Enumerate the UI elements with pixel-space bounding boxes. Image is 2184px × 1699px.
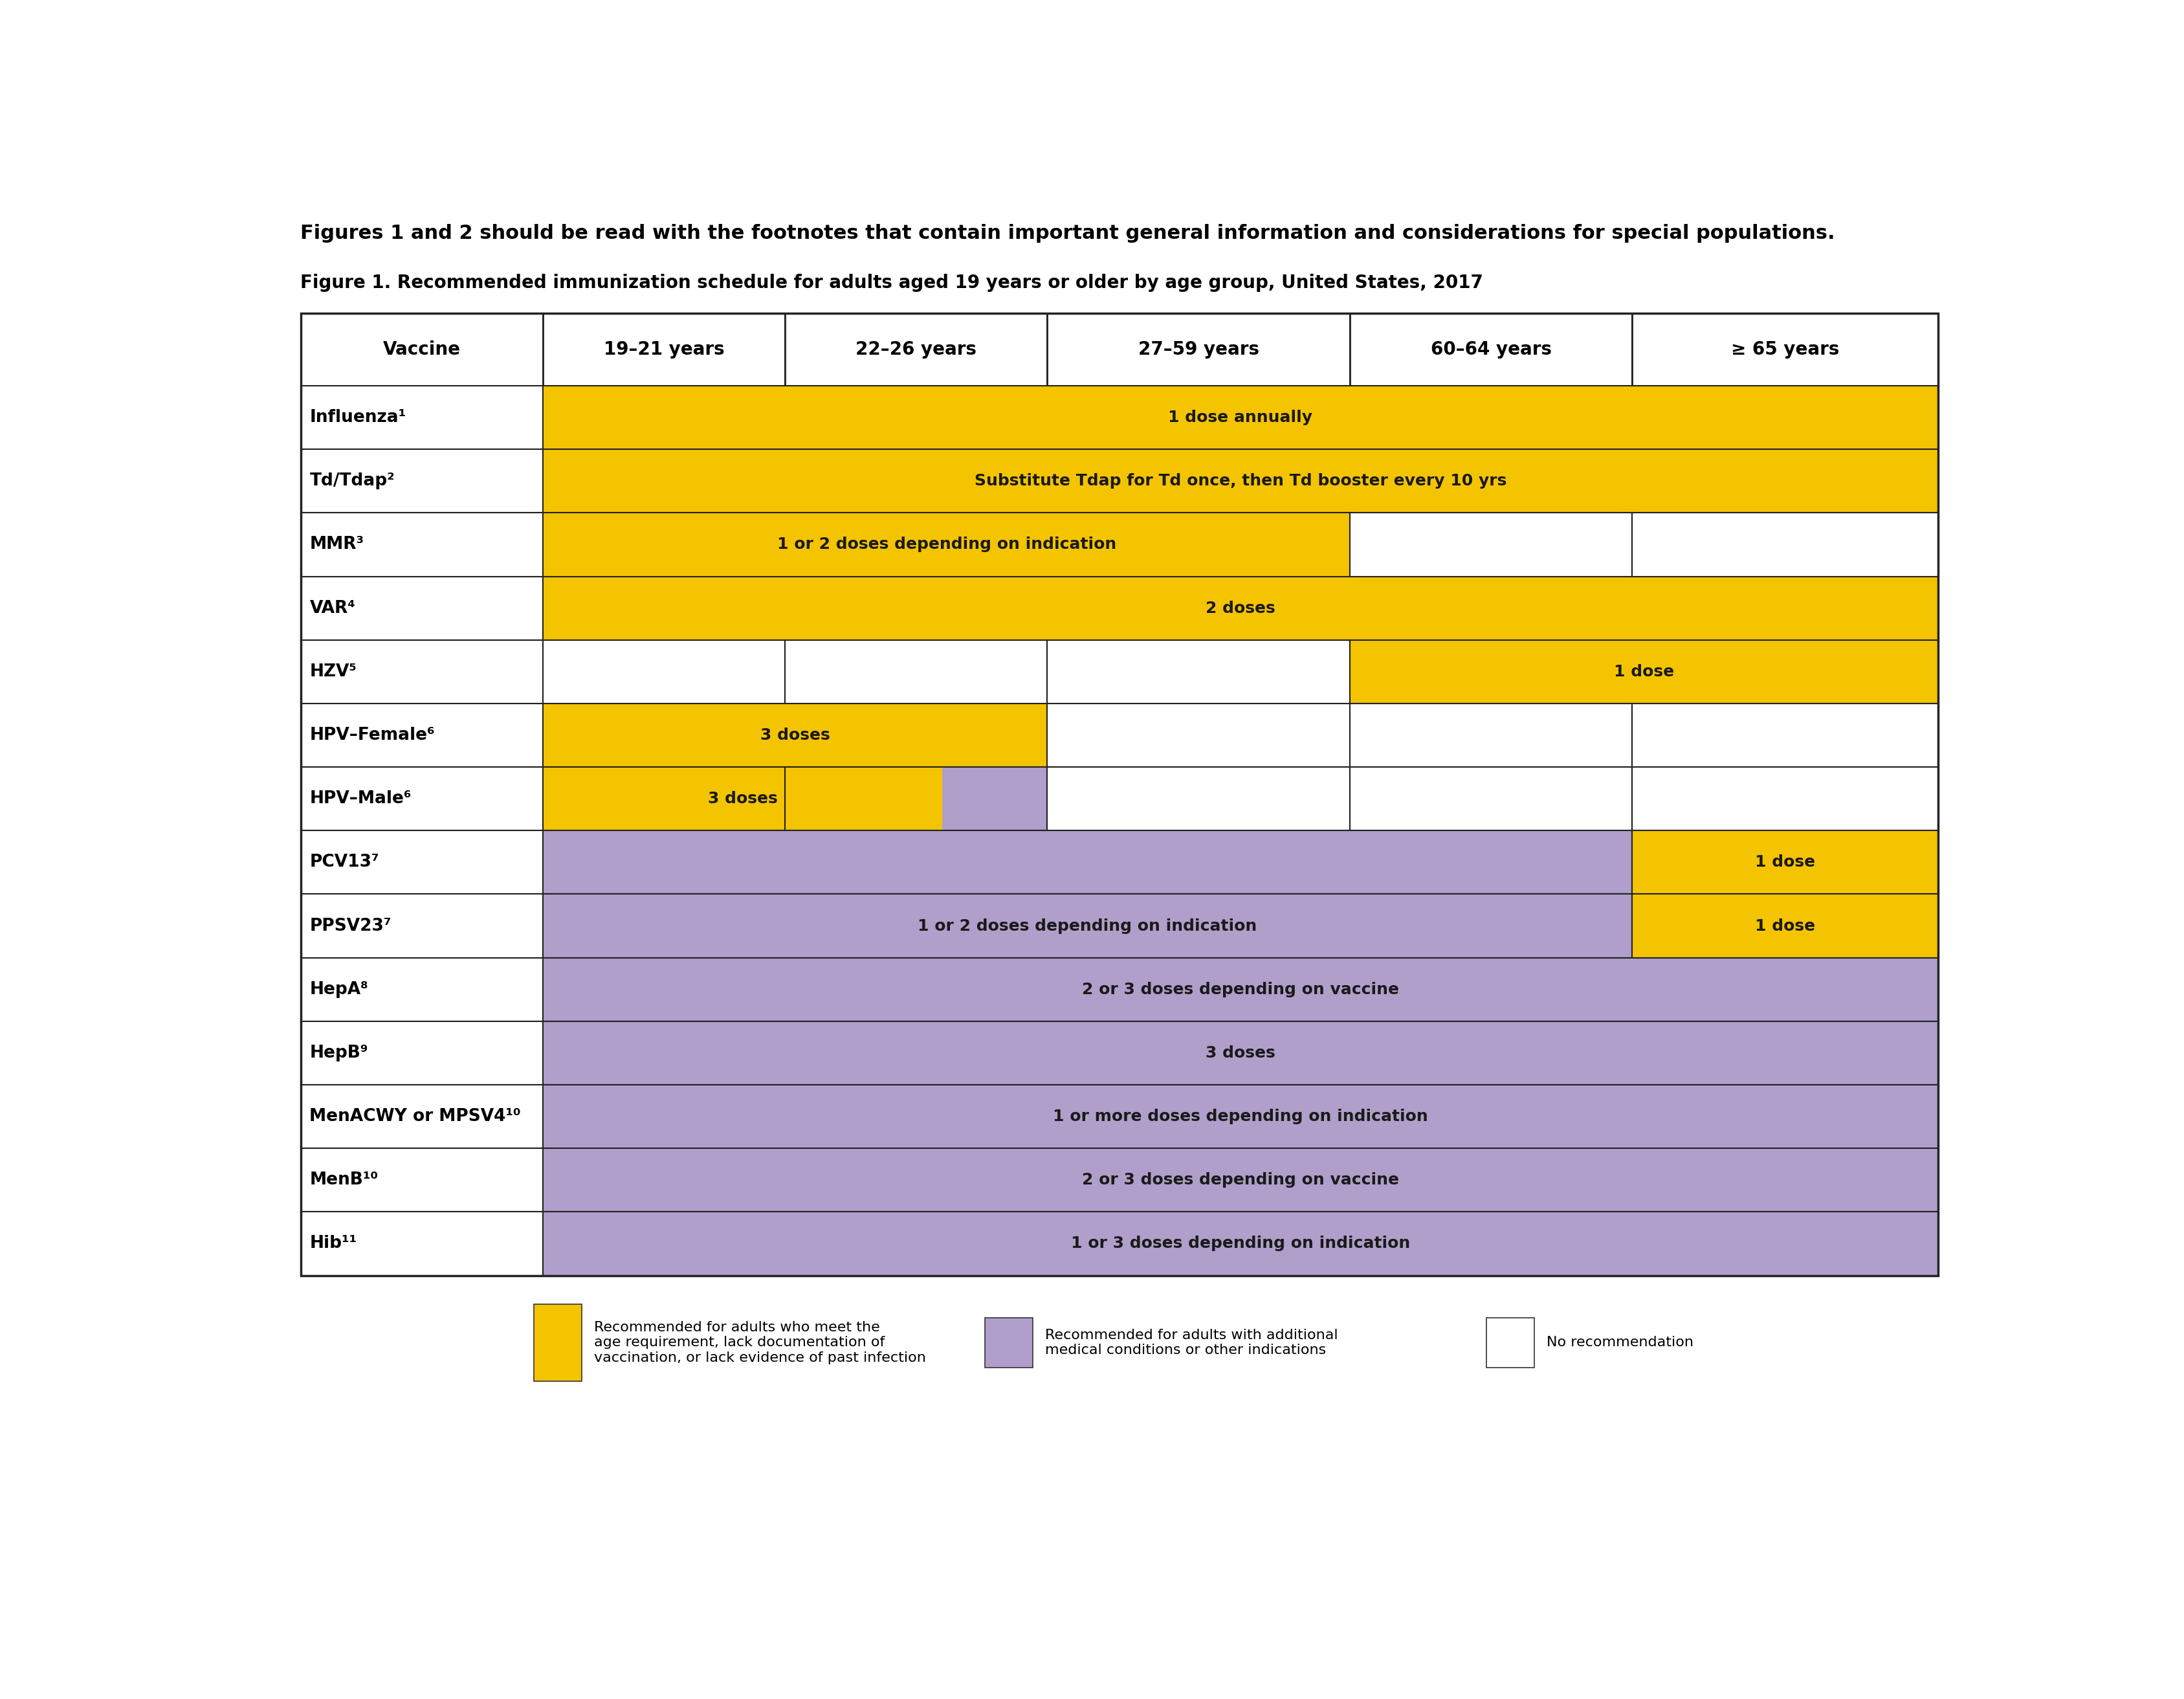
Bar [1631,513,1937,576]
Bar [301,1149,544,1211]
Text: MenB¹⁰: MenB¹⁰ [310,1172,378,1189]
Text: VAR⁴: VAR⁴ [310,600,356,617]
Text: Figures 1 and 2 should be read with the footnotes that contain important general: Figures 1 and 2 should be read with the … [301,224,1835,243]
Bar [1350,703,1631,766]
Bar [301,703,544,766]
Bar [301,1084,544,1149]
Text: 2 doses: 2 doses [1206,600,1275,617]
Bar [301,894,544,958]
Bar [1350,314,1631,386]
Text: 1 dose: 1 dose [1754,917,1815,934]
Bar [544,1084,1937,1149]
Text: PPSV23⁷: PPSV23⁷ [310,917,391,934]
Text: 3 doses: 3 doses [760,727,830,742]
Bar [301,1211,544,1276]
Bar [533,1305,581,1381]
Text: HPV–Female⁶: HPV–Female⁶ [310,727,435,744]
Text: 2 or 3 doses depending on vaccine: 2 or 3 doses depending on vaccine [1081,982,1400,997]
Text: 1 or 3 doses depending on indication: 1 or 3 doses depending on indication [1070,1235,1411,1252]
Bar [544,513,1350,576]
Text: HPV–Male⁶: HPV–Male⁶ [310,790,411,807]
Bar [301,449,544,513]
Bar [301,314,544,386]
Bar [985,1318,1033,1368]
Bar [544,641,786,703]
Bar [301,831,544,894]
Text: 3 doses: 3 doses [708,792,778,807]
Text: 1 or 2 doses depending on indication: 1 or 2 doses depending on indication [778,537,1116,552]
Text: Recommended for adults with additional
medical conditions or other indications: Recommended for adults with additional m… [1046,1329,1339,1356]
Bar [544,1211,1937,1276]
Text: 27–59 years: 27–59 years [1138,340,1260,358]
Text: 3 doses: 3 doses [1206,1045,1275,1060]
Bar [1350,641,1937,703]
Bar [1487,1318,1535,1368]
Text: HepB⁹: HepB⁹ [310,1045,369,1062]
Bar [544,576,1937,641]
Bar [301,1021,544,1084]
Bar [1048,703,1350,766]
Bar [544,314,786,386]
Bar [1048,641,1350,703]
Text: Td/Tdap²: Td/Tdap² [310,472,395,489]
Bar [786,314,1048,386]
Text: No recommendation: No recommendation [1546,1335,1695,1349]
Bar [301,958,544,1021]
Text: PCV13⁷: PCV13⁷ [310,855,380,872]
Text: Recommended for adults who meet the
age requirement, lack documentation of
vacci: Recommended for adults who meet the age … [594,1322,926,1364]
Text: 1 dose: 1 dose [1754,855,1815,870]
Bar [1631,766,1937,831]
Bar [301,576,544,641]
Text: 1 dose: 1 dose [1614,664,1675,680]
Text: 2 or 3 doses depending on vaccine: 2 or 3 doses depending on vaccine [1081,1172,1400,1188]
Bar [943,766,1048,831]
Bar [1048,314,1350,386]
Bar [544,766,786,831]
Bar [544,958,1937,1021]
Bar [544,894,1631,958]
Bar [1350,766,1631,831]
Text: 60–64 years: 60–64 years [1431,340,1551,358]
Text: HZV⁵: HZV⁵ [310,663,356,680]
Bar [544,703,1048,766]
Text: Substitute Tdap for Td once, then Td booster every 10 yrs: Substitute Tdap for Td once, then Td boo… [974,474,1507,489]
Text: Hib¹¹: Hib¹¹ [310,1235,356,1252]
Bar [1631,831,1937,894]
Bar [1048,766,1350,831]
Bar [786,641,1048,703]
Bar [544,449,1937,513]
Text: Vaccine: Vaccine [382,340,461,358]
Bar [544,1021,1937,1084]
Text: HepA⁸: HepA⁸ [310,980,369,997]
Text: Influenza¹: Influenza¹ [310,409,406,426]
Bar [301,314,1937,1276]
Text: ≥ 65 years: ≥ 65 years [1730,340,1839,358]
Text: MenACWY or MPSV4¹⁰: MenACWY or MPSV4¹⁰ [310,1108,522,1125]
Bar [544,1149,1937,1211]
Text: MMR³: MMR³ [310,537,365,554]
Text: 1 or 2 doses depending on indication: 1 or 2 doses depending on indication [917,917,1258,934]
Text: 1 or more doses depending on indication: 1 or more doses depending on indication [1053,1109,1428,1125]
Bar [301,513,544,576]
Bar [786,766,1048,831]
Bar [301,386,544,449]
Bar [544,386,1937,449]
Text: 1 dose annually: 1 dose annually [1168,409,1313,425]
Bar [1631,314,1937,386]
Bar [301,766,544,831]
Bar [786,766,943,831]
Bar [1350,513,1631,576]
Text: Figure 1. Recommended immunization schedule for adults aged 19 years or older by: Figure 1. Recommended immunization sched… [301,274,1483,292]
Text: 19–21 years: 19–21 years [603,340,725,358]
Bar [1631,894,1937,958]
Text: 22–26 years: 22–26 years [856,340,976,358]
Bar [1631,703,1937,766]
Bar [301,641,544,703]
Bar [544,831,1631,894]
